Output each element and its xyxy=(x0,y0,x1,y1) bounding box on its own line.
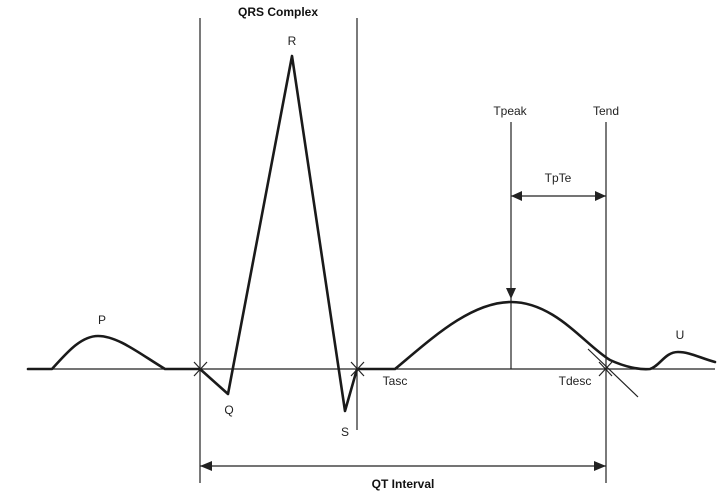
tpte-arrowhead-right xyxy=(595,191,606,201)
tpte-arrowhead-left xyxy=(511,191,522,201)
tasc-cross-b xyxy=(350,361,365,377)
qt-arrowhead-right xyxy=(594,461,606,471)
r-wave-label: R xyxy=(288,34,297,48)
tpeak-label: Tpeak xyxy=(493,104,527,118)
tdesc-label: Tdesc xyxy=(559,374,592,388)
tend-label: Tend xyxy=(593,104,619,118)
tdesc-tangent xyxy=(587,348,639,398)
qrs-start-cross-b xyxy=(193,361,208,377)
qt-arrowhead-left xyxy=(200,461,212,471)
qt-interval-label: QT Interval xyxy=(372,477,435,491)
tpte-label: TpTe xyxy=(545,171,572,185)
tasc-label: Tasc xyxy=(383,374,408,388)
s-wave-label: S xyxy=(341,425,349,439)
u-wave-label: U xyxy=(676,328,685,342)
q-wave-label: Q xyxy=(224,403,233,417)
ecg-waveform xyxy=(26,54,717,413)
p-wave-label: P xyxy=(98,313,106,327)
tpeak-arrowhead xyxy=(506,288,516,299)
qrs-complex-label: QRS Complex xyxy=(238,5,318,19)
tend-cross-b xyxy=(598,361,613,377)
